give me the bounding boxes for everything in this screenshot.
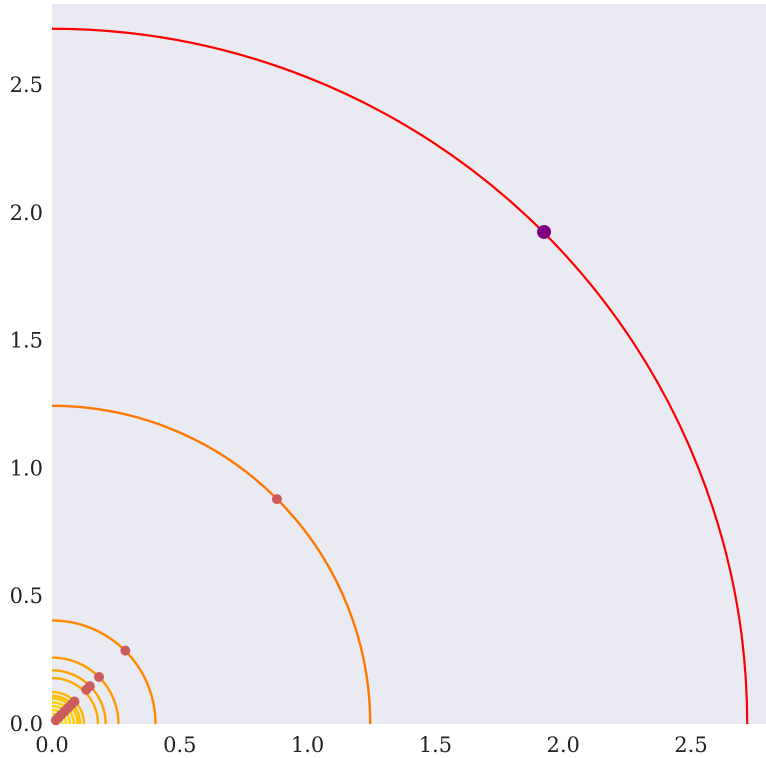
x-axis-ticks: 0.0 0.5 1.0 1.5 2.0 2.5: [35, 733, 707, 757]
data-point-3: [94, 671, 105, 682]
data-point-2: [120, 645, 131, 656]
y-tick-label: 2.5: [10, 73, 43, 97]
y-tick-label: 0.0: [10, 712, 43, 736]
data-point-12: [50, 715, 61, 726]
data-point-1: [271, 494, 282, 505]
highlight-point: [537, 224, 552, 239]
x-tick-label: 2.5: [674, 733, 707, 757]
y-tick-label: 0.5: [10, 584, 43, 608]
x-tick-label: 2.0: [546, 733, 579, 757]
x-tick-label: 1.5: [419, 733, 452, 757]
y-tick-label: 1.5: [10, 329, 43, 353]
y-axis-ticks: 0.0 0.5 1.0 1.5 2.0 2.5: [10, 73, 43, 736]
x-tick-label: 1.0: [291, 733, 324, 757]
y-tick-label: 2.0: [10, 201, 43, 225]
points-layer: [50, 224, 552, 726]
data-point-5: [81, 684, 92, 695]
plot-area: [52, 4, 766, 724]
x-tick-label: 0.5: [163, 733, 196, 757]
x-tick-label: 0.0: [35, 733, 68, 757]
y-tick-label: 1.0: [10, 456, 43, 480]
